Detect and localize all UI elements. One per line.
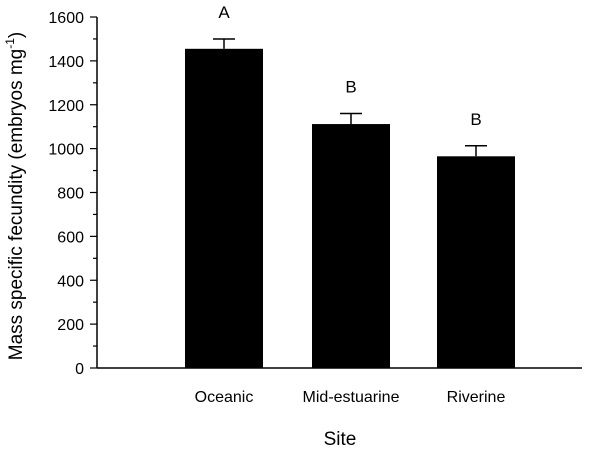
y-tick-label: 1400 bbox=[48, 54, 84, 71]
y-tick-label: 0 bbox=[75, 361, 84, 378]
y-tick-label: 600 bbox=[57, 229, 84, 246]
y-axis-title-main: Mass specific fecundity (embryos mg bbox=[6, 49, 27, 361]
y-tick-label: 1600 bbox=[48, 10, 84, 27]
x-tick-label: Riverine bbox=[447, 389, 506, 406]
y-tick-label: 800 bbox=[57, 186, 84, 203]
x-axis-title: Site bbox=[324, 429, 357, 450]
bars-group bbox=[185, 38, 515, 369]
significance-label: B bbox=[470, 110, 481, 129]
y-tick-label: 1200 bbox=[48, 98, 84, 115]
bar-riverine bbox=[437, 156, 515, 368]
y-axis-title-suffix: ) bbox=[6, 32, 27, 38]
ticks-group bbox=[90, 16, 97, 369]
y-tick-label: 400 bbox=[57, 273, 84, 290]
x-tick-label: Mid-estuarine bbox=[303, 389, 400, 406]
labels-group: 0 200 400 600 800 1000 1200 1400 1600 A Oceanic B Mi… bbox=[48, 3, 505, 406]
x-tick-label: Oceanic bbox=[195, 389, 254, 406]
bar-mid-estuarine bbox=[312, 124, 390, 369]
bar-oceanic bbox=[185, 48, 263, 368]
y-axis-title-superscript: -1 bbox=[3, 38, 17, 49]
y-axis-title: Mass specific fecundity (embryos mg-1) bbox=[3, 32, 27, 361]
y-tick-label: 1000 bbox=[48, 142, 84, 159]
significance-label: B bbox=[345, 78, 356, 97]
y-tick-label: 200 bbox=[57, 317, 84, 334]
significance-label: A bbox=[218, 3, 230, 22]
